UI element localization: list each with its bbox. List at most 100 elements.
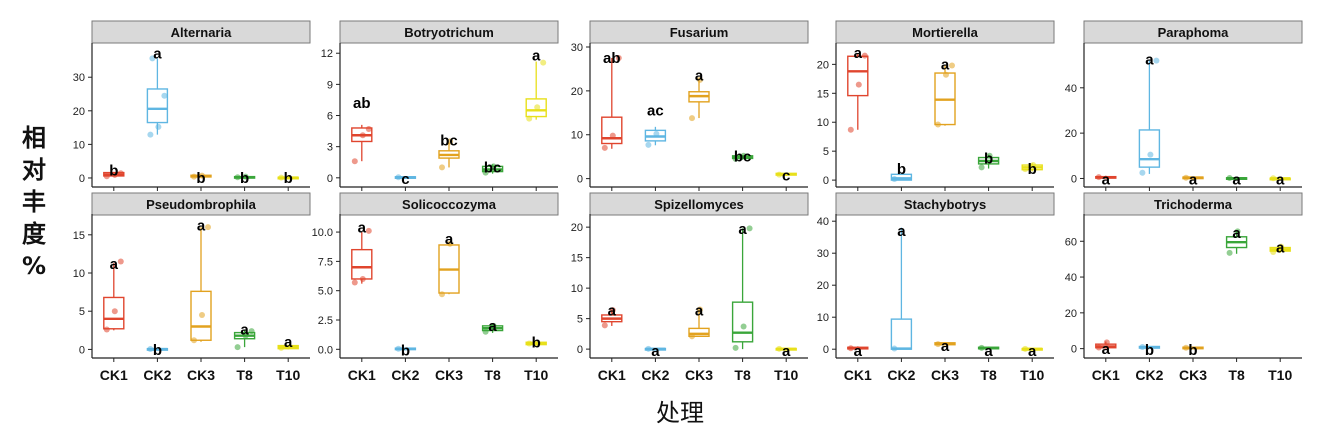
y-tick-label: 0 [1071, 344, 1077, 356]
panel-strip [91, 192, 311, 216]
box-ck2: b [394, 342, 417, 359]
box-iqr [688, 327, 710, 338]
significance-label: a [1102, 172, 1111, 189]
significance-label: bc [734, 149, 752, 166]
box-ck2: b [890, 161, 913, 182]
box-t8: a [977, 343, 1000, 360]
significance-label: a [608, 303, 617, 320]
panel-title: Trichoderma [1154, 197, 1233, 212]
data-point [242, 332, 249, 339]
data-point [199, 312, 205, 319]
panel-stachybotrys: Stachybotrys 0 10 20 30 40 CK1 CK2 CK3 T8 T10 a a a a a [817, 192, 1055, 383]
x-tick-label: T10 [1020, 367, 1044, 383]
data-point [949, 62, 955, 69]
data-point [1226, 175, 1233, 182]
y-axis-label: 相对丰度% [14, 122, 54, 282]
y-axis-label-char: 相 [22, 124, 46, 152]
data-point [1095, 344, 1102, 351]
data-point [1278, 243, 1285, 250]
x-tick-label: CK2 [641, 367, 669, 383]
data-point [1270, 175, 1277, 182]
data-point [697, 306, 703, 313]
data-point [155, 123, 162, 130]
data-point [1153, 57, 1160, 64]
panel-solicoccozyma: Solicoccozyma 0.0 2.5 5.0 7.5 10.0 CK1 CK2 CK3 T8… [312, 192, 559, 383]
significance-label: a [445, 231, 454, 248]
data-point [609, 307, 616, 314]
significance-label: a [488, 318, 497, 335]
data-point [248, 328, 255, 335]
x-tick-label: CK2 [887, 367, 915, 383]
panel-strip [835, 20, 1055, 44]
significance-label: a [1189, 172, 1198, 189]
box-ck1: ab [351, 95, 373, 165]
data-point [482, 169, 489, 176]
significance-label: b [897, 161, 906, 178]
data-point [601, 144, 608, 151]
significance-label: a [532, 47, 541, 64]
significance-label: ab [353, 95, 371, 112]
data-point [1147, 151, 1154, 158]
data-point [861, 52, 868, 59]
box-t10: a [1269, 240, 1291, 257]
data-point [645, 141, 652, 148]
data-point [191, 337, 197, 344]
data-point [103, 173, 110, 180]
panel-title: Paraphoma [1158, 25, 1230, 40]
box-t8: b [977, 151, 1000, 171]
data-point [234, 344, 241, 351]
box-ck1: a [351, 219, 373, 286]
data-point [351, 158, 358, 165]
data-point [1022, 345, 1029, 352]
y-axis-label-char: % [21, 252, 47, 280]
data-point [242, 173, 249, 180]
box-ck2: a [644, 343, 667, 360]
y-tick-label: 40 [1065, 272, 1077, 284]
box-ck3: b [190, 170, 212, 187]
x-tick-label: CK3 [685, 367, 713, 383]
significance-label: a [1232, 172, 1241, 189]
data-point [740, 152, 747, 159]
significance-label: a [782, 343, 791, 360]
y-tick-label: 3 [327, 142, 333, 154]
x-tick-label: CK1 [598, 367, 626, 383]
box-ck1: a [847, 45, 869, 133]
box-ck3: a [934, 56, 956, 128]
box-t8: a [481, 318, 504, 335]
box-ck3: b [1182, 342, 1204, 359]
data-point [891, 175, 898, 182]
significance-label: b [532, 334, 541, 351]
data-point [359, 275, 366, 282]
box-iqr [351, 248, 373, 280]
data-point [1139, 344, 1146, 351]
x-tick-label: T8 [236, 367, 253, 383]
y-tick-label: 20 [817, 59, 829, 71]
box-ck2: a [1138, 51, 1161, 176]
y-tick-label: 40 [1065, 83, 1077, 95]
data-point [776, 171, 783, 178]
x-tick-label: T10 [1268, 367, 1292, 383]
data-point [234, 174, 241, 181]
panel-strip [91, 20, 311, 44]
box-t10: a [525, 47, 547, 122]
x-tick-label: T8 [1228, 367, 1245, 383]
box-ck2: c [394, 171, 417, 188]
data-point [689, 333, 695, 340]
y-tick-label: 7.5 [318, 256, 333, 268]
box-t8: a [731, 221, 754, 351]
y-tick-label: 5 [823, 146, 829, 158]
box-ck2: ac [644, 103, 667, 148]
data-point [847, 345, 854, 352]
data-point [1022, 166, 1029, 173]
data-point [526, 115, 533, 122]
data-point [482, 328, 489, 335]
y-tick-label: 60 [1065, 236, 1077, 248]
panel-title: Botryotrichum [404, 25, 494, 40]
y-tick-label: 20 [1065, 308, 1077, 320]
data-point [278, 174, 285, 181]
y-tick-label: 10 [571, 130, 583, 142]
box-t8: bc [481, 159, 504, 176]
significance-label: a [284, 334, 293, 351]
x-tick-label: CK1 [100, 367, 128, 383]
data-point [161, 92, 168, 99]
